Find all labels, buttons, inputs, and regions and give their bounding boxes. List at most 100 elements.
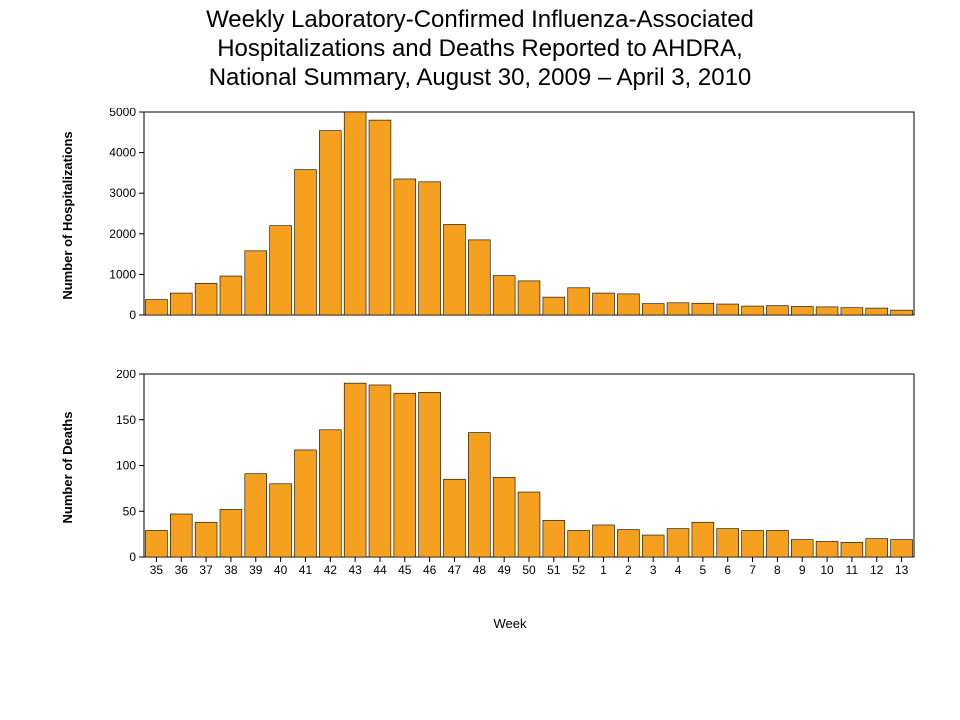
bar bbox=[444, 224, 466, 315]
x-tick-label: 9 bbox=[799, 563, 806, 577]
x-tick-label: 41 bbox=[299, 563, 313, 577]
top-chart: 0 1000 2000 3000 4000 5000 bbox=[100, 108, 920, 323]
x-tick-label: 6 bbox=[724, 563, 731, 577]
x-tick-label: 5 bbox=[700, 563, 707, 577]
bar bbox=[891, 310, 913, 315]
x-tick-label: 1 bbox=[600, 563, 607, 577]
bar bbox=[841, 542, 863, 557]
bar bbox=[369, 385, 391, 557]
bar bbox=[543, 520, 565, 557]
bar bbox=[394, 179, 416, 315]
bar bbox=[319, 131, 341, 315]
y-tick-label: 100 bbox=[116, 459, 136, 473]
bar bbox=[444, 479, 466, 557]
x-tick-label: 39 bbox=[249, 563, 263, 577]
x-tick-label: 38 bbox=[224, 563, 238, 577]
x-tick-label: 13 bbox=[895, 563, 909, 577]
x-tick-label: 35 bbox=[150, 563, 164, 577]
chart-title: Weekly Laboratory-Confirmed Influenza-As… bbox=[0, 0, 960, 92]
x-axis-label: Week bbox=[100, 616, 920, 631]
bar bbox=[220, 276, 242, 315]
x-tick-label: 48 bbox=[473, 563, 487, 577]
bar bbox=[891, 540, 913, 557]
bar bbox=[717, 304, 739, 315]
bar bbox=[692, 303, 714, 315]
bar bbox=[468, 240, 490, 315]
x-tick-label: 40 bbox=[274, 563, 288, 577]
bar bbox=[270, 484, 292, 557]
y-tick-label: 50 bbox=[123, 504, 137, 518]
bar bbox=[617, 530, 639, 557]
y-axis-label-bottom: Number of Deaths bbox=[60, 390, 75, 545]
bar bbox=[617, 294, 639, 315]
bar bbox=[816, 307, 838, 315]
bar bbox=[543, 297, 565, 315]
bar bbox=[593, 293, 615, 315]
x-tick-label: 51 bbox=[547, 563, 561, 577]
bar bbox=[841, 308, 863, 315]
x-tick-label: 44 bbox=[373, 563, 387, 577]
top-chart-svg: 0 1000 2000 3000 4000 5000 bbox=[100, 108, 920, 323]
bar bbox=[766, 306, 788, 315]
x-tick-label: 11 bbox=[846, 563, 859, 577]
y-tick-label: 0 bbox=[129, 308, 136, 322]
bar bbox=[568, 288, 590, 315]
bar bbox=[493, 477, 515, 557]
x-tick-label: 2 bbox=[625, 563, 632, 577]
bar bbox=[394, 393, 416, 557]
y-tick-label: 3000 bbox=[109, 186, 136, 200]
bar bbox=[270, 226, 292, 315]
bar bbox=[816, 541, 838, 557]
bar bbox=[766, 530, 788, 557]
x-tick-label: 12 bbox=[870, 563, 884, 577]
bar bbox=[145, 300, 167, 315]
y-tick-label: 4000 bbox=[109, 146, 136, 160]
x-tick-label: 47 bbox=[448, 563, 462, 577]
bar bbox=[568, 530, 590, 557]
bar bbox=[518, 492, 540, 557]
bar bbox=[369, 120, 391, 315]
x-tick-label: 37 bbox=[199, 563, 213, 577]
bar bbox=[667, 529, 689, 557]
bar bbox=[593, 525, 615, 557]
x-tick-label: 7 bbox=[749, 563, 756, 577]
bar bbox=[742, 530, 764, 557]
y-tick-label: 200 bbox=[116, 370, 136, 381]
x-tick-label: 8 bbox=[774, 563, 781, 577]
bar bbox=[145, 530, 167, 557]
bar bbox=[220, 509, 242, 557]
bar bbox=[692, 522, 714, 557]
bottom-chart: 0501001502003536373839404142434445464748… bbox=[100, 370, 920, 585]
bar bbox=[344, 383, 366, 557]
bar bbox=[866, 308, 888, 315]
bar bbox=[245, 474, 267, 557]
y-tick-label: 5000 bbox=[109, 108, 136, 119]
x-tick-label: 46 bbox=[423, 563, 437, 577]
bar bbox=[642, 304, 664, 315]
bar bbox=[493, 276, 515, 315]
bar bbox=[518, 281, 540, 315]
bar bbox=[791, 540, 813, 557]
bar bbox=[642, 535, 664, 557]
x-tick-label: 52 bbox=[572, 563, 586, 577]
bar bbox=[295, 170, 317, 315]
bar bbox=[170, 293, 192, 315]
y-tick-label: 1000 bbox=[109, 267, 136, 281]
y-tick-label: 2000 bbox=[109, 227, 136, 241]
bar bbox=[195, 283, 217, 315]
x-tick-label: 45 bbox=[398, 563, 412, 577]
x-tick-label: 43 bbox=[348, 563, 362, 577]
bar bbox=[419, 182, 441, 315]
bar bbox=[717, 529, 739, 557]
x-tick-label: 42 bbox=[324, 563, 338, 577]
bar bbox=[344, 112, 366, 315]
bar bbox=[742, 306, 764, 315]
x-tick-label: 49 bbox=[497, 563, 511, 577]
bar bbox=[791, 306, 813, 315]
bar bbox=[468, 433, 490, 557]
y-tick-label: 0 bbox=[129, 550, 136, 564]
bottom-chart-svg: 0501001502003536373839404142434445464748… bbox=[100, 370, 920, 585]
bar bbox=[319, 430, 341, 557]
bar bbox=[667, 303, 689, 315]
x-tick-label: 4 bbox=[675, 563, 682, 577]
